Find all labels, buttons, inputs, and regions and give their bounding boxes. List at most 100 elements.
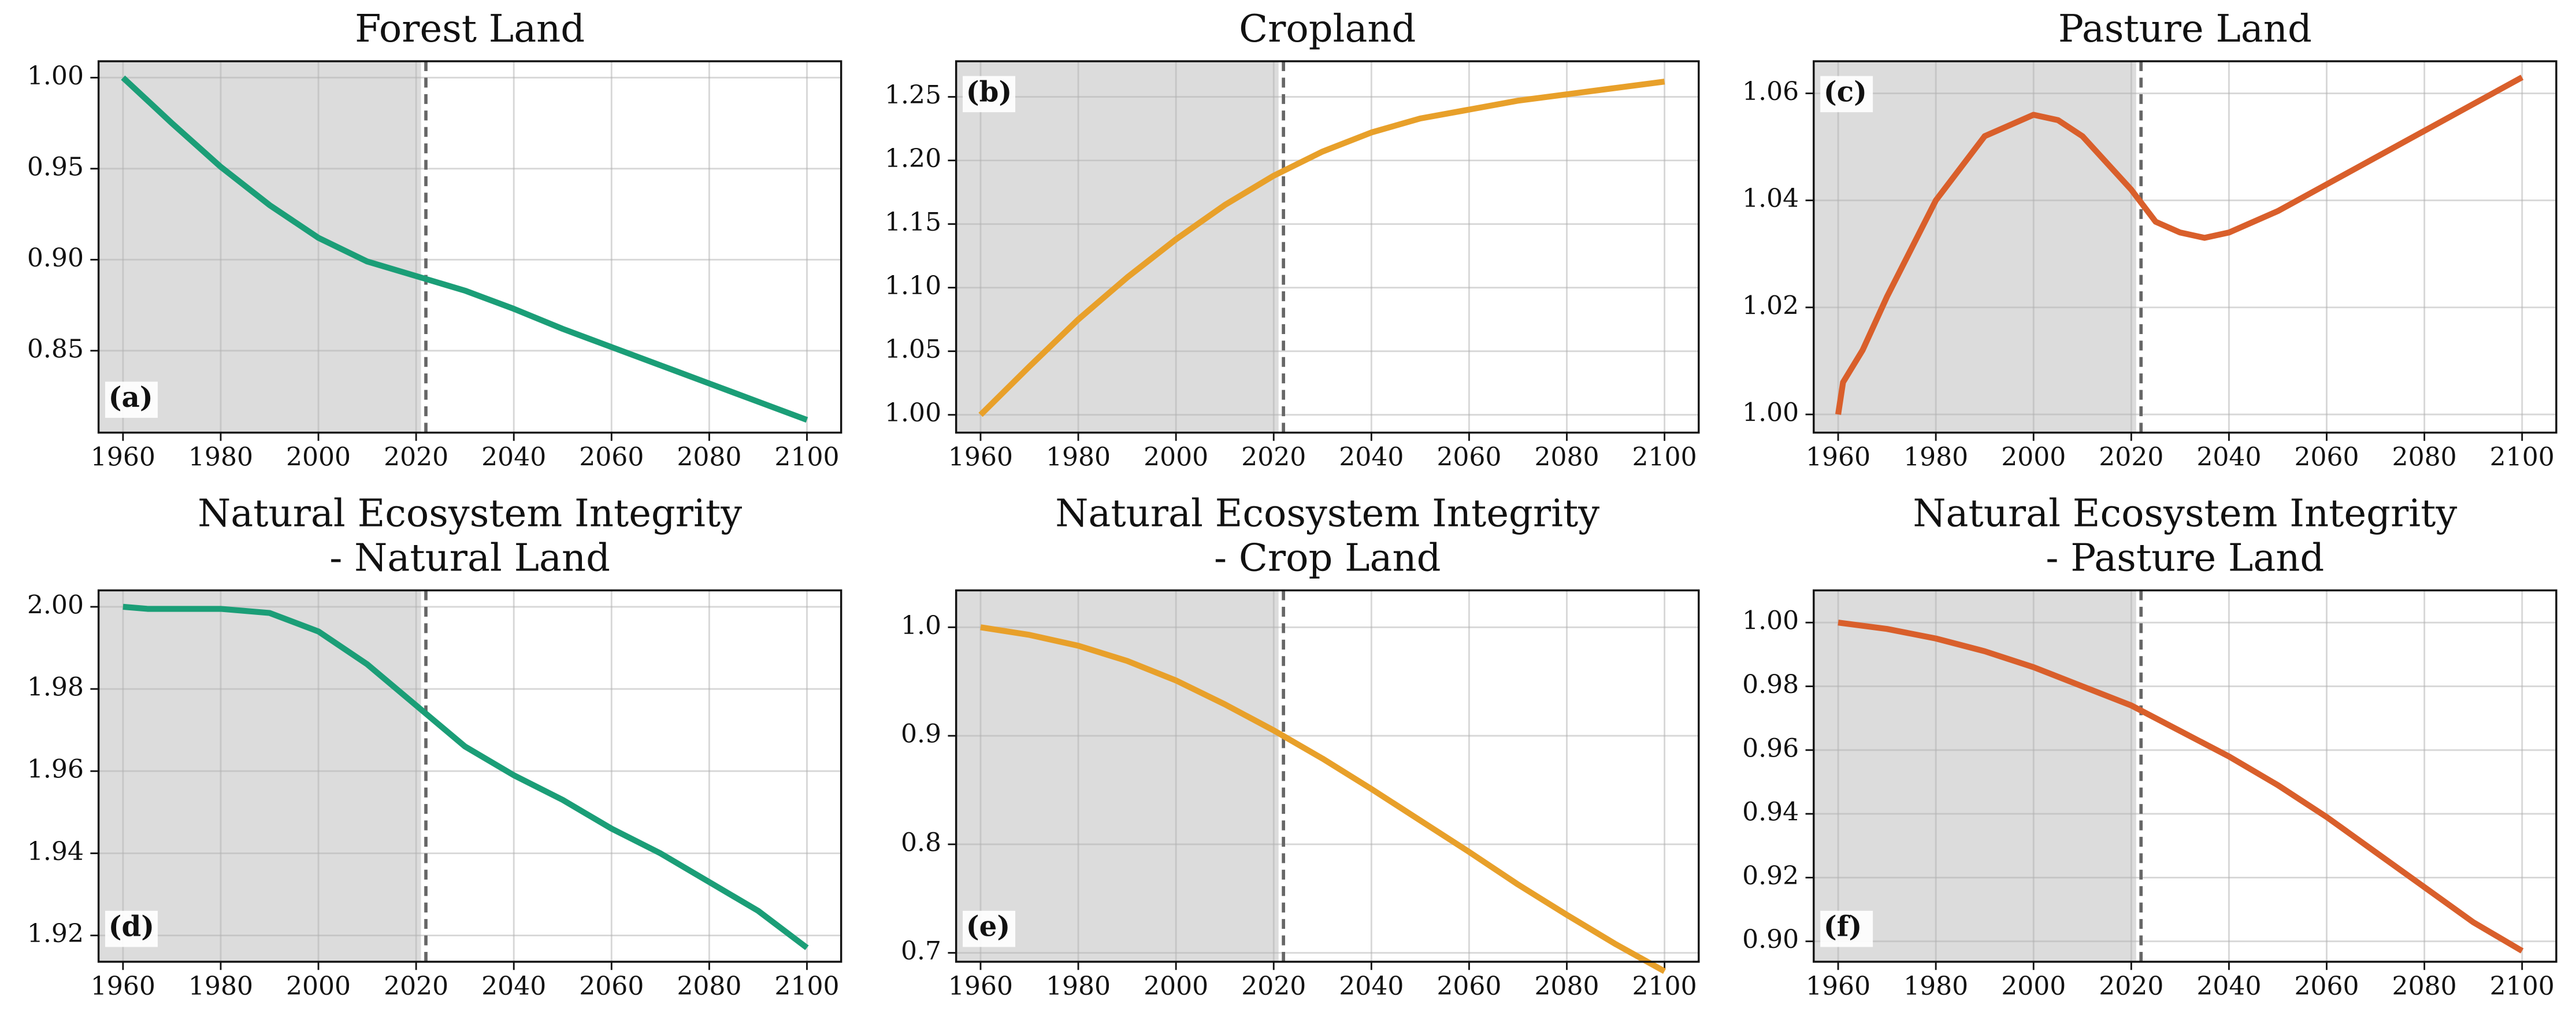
y-tick-label: 1.04 — [1742, 184, 1799, 213]
chart-title: - Natural Land — [329, 536, 610, 580]
x-tick-label: 2100 — [2490, 972, 2555, 1001]
y-tick-label: 1.00 — [1742, 606, 1799, 636]
y-tick-label: 1.00 — [1742, 398, 1799, 428]
y-tick-label: 0.94 — [1742, 798, 1799, 827]
x-tick-label: 1960 — [948, 972, 1013, 1001]
panel: Forest Land 1960 1980 2000 2020 2040 2060 2080 2… — [27, 7, 842, 472]
y-tick-label: 0.90 — [1742, 925, 1799, 954]
chart-title: Forest Land — [355, 7, 585, 51]
x-tick-label: 2080 — [1534, 972, 1599, 1001]
x-tick-label: 1960 — [1806, 972, 1870, 1001]
x-tick-label: 2100 — [774, 443, 839, 472]
x-tick-label: 2080 — [2392, 443, 2457, 472]
x-tick-label: 2080 — [1534, 443, 1599, 472]
x-tick-label: 2040 — [2196, 972, 2261, 1001]
data-line — [1835, 75, 2524, 415]
y-tick-label: 1.92 — [27, 919, 84, 948]
chart-title: Natural Ecosystem Integrity — [1913, 492, 2457, 536]
x-tick-label: 1960 — [948, 443, 1013, 472]
x-tick-label: 2100 — [774, 972, 839, 1001]
y-tick-label: 1.02 — [1742, 291, 1799, 320]
x-tick-label: 1980 — [188, 972, 253, 1001]
x-tick-label: 2040 — [1339, 443, 1404, 472]
y-tick-label: 0.98 — [1742, 670, 1799, 699]
y-tick-label: 0.92 — [1742, 861, 1799, 891]
x-tick-label: 2020 — [2099, 972, 2163, 1001]
x-tick-label: 2000 — [1144, 443, 1208, 472]
x-tick-label: 2040 — [1339, 972, 1404, 1001]
axes-frame — [1813, 589, 2558, 963]
panel-label-box — [1820, 910, 1873, 947]
x-tick-label: 2060 — [2294, 972, 2359, 1001]
y-tick-label: 0.96 — [1742, 733, 1799, 763]
history-shade — [956, 590, 1279, 962]
x-tick-label: 2040 — [481, 443, 546, 472]
panel-label: (d) — [109, 911, 155, 943]
x-tick-label: 1960 — [91, 443, 155, 472]
chart-title: Cropland — [1239, 7, 1416, 51]
y-tick-label: 0.9 — [901, 720, 941, 749]
x-tick-label: 1980 — [1046, 443, 1111, 472]
axes-frame — [955, 589, 1700, 963]
history-shade — [98, 590, 421, 962]
y-tick-label: 0.7 — [901, 936, 941, 966]
x-tick-label: 2000 — [2001, 443, 2066, 472]
chart-title: - Pasture Land — [2046, 536, 2324, 580]
x-tick-label: 2060 — [579, 443, 644, 472]
y-tick-label: 0.8 — [901, 828, 941, 857]
x-tick-label: 2100 — [2490, 443, 2555, 472]
panel-label-box — [963, 76, 1016, 113]
x-tick-label: 1960 — [1806, 443, 1870, 472]
x-tick-label: 2020 — [1241, 443, 1306, 472]
x-tick-label: 2060 — [2294, 443, 2359, 472]
axes-frame — [1813, 60, 2558, 434]
y-tick-label: 1.00 — [885, 398, 941, 428]
x-tick-label: 2040 — [2196, 443, 2261, 472]
y-tick-label: 2.00 — [27, 590, 84, 620]
panel-label: (b) — [966, 76, 1012, 108]
history-shade — [1813, 590, 2136, 962]
panel-label: (e) — [966, 911, 1010, 943]
x-tick-label: 1980 — [188, 443, 253, 472]
y-tick-label: 0.95 — [27, 152, 84, 181]
panel: Natural Ecosystem Integrity- Crop Land 19… — [901, 492, 1700, 1001]
panel-label: (a) — [109, 381, 153, 414]
data-line — [121, 75, 808, 423]
panel-label: (f) — [1824, 911, 1862, 943]
y-tick-label: 1.96 — [27, 755, 84, 784]
y-tick-label: 1.20 — [885, 144, 941, 173]
y-tick-label: 1.15 — [885, 207, 941, 237]
y-tick-label: 1.94 — [27, 837, 84, 866]
x-tick-label: 2000 — [1144, 972, 1208, 1001]
y-tick-label: 1.98 — [27, 673, 84, 702]
panel-label-box — [105, 910, 158, 947]
chart-title: Pasture Land — [2058, 7, 2312, 51]
panel-label-box — [105, 381, 158, 418]
y-tick-label: 0.90 — [27, 243, 84, 273]
y-tick-label: 1.00 — [27, 61, 84, 91]
data-line — [1838, 620, 2524, 954]
history-shade — [98, 61, 421, 433]
y-tick-label: 1.06 — [1742, 77, 1799, 106]
data-line — [978, 79, 1665, 417]
x-tick-label: 1980 — [1903, 443, 1968, 472]
axes-frame — [955, 60, 1700, 434]
panel: Cropland 1960 1980 2000 2020 2040 2060 2080 2100… — [885, 7, 1700, 472]
x-tick-label: 2100 — [1632, 972, 1697, 1001]
x-tick-label: 2000 — [286, 972, 351, 1001]
x-tick-label: 2100 — [1632, 443, 1697, 472]
x-tick-label: 2060 — [1437, 443, 1501, 472]
chart-title: Natural Ecosystem Integrity — [1055, 492, 1599, 536]
x-tick-label: 2020 — [384, 972, 448, 1001]
x-tick-label: 2020 — [2099, 443, 2163, 472]
y-tick-label: 1.25 — [885, 80, 941, 110]
panel: Pasture Land 1960 1980 2000 2020 2040 2060 2080… — [1742, 7, 2558, 472]
panel: Natural Ecosystem Integrity- Natural Lan… — [27, 492, 842, 1001]
x-tick-label: 2020 — [1241, 972, 1306, 1001]
data-line — [980, 624, 1666, 974]
x-tick-label: 2040 — [481, 972, 546, 1001]
history-shade — [1813, 61, 2136, 433]
x-tick-label: 1980 — [1046, 972, 1111, 1001]
x-tick-label: 1960 — [91, 972, 155, 1001]
